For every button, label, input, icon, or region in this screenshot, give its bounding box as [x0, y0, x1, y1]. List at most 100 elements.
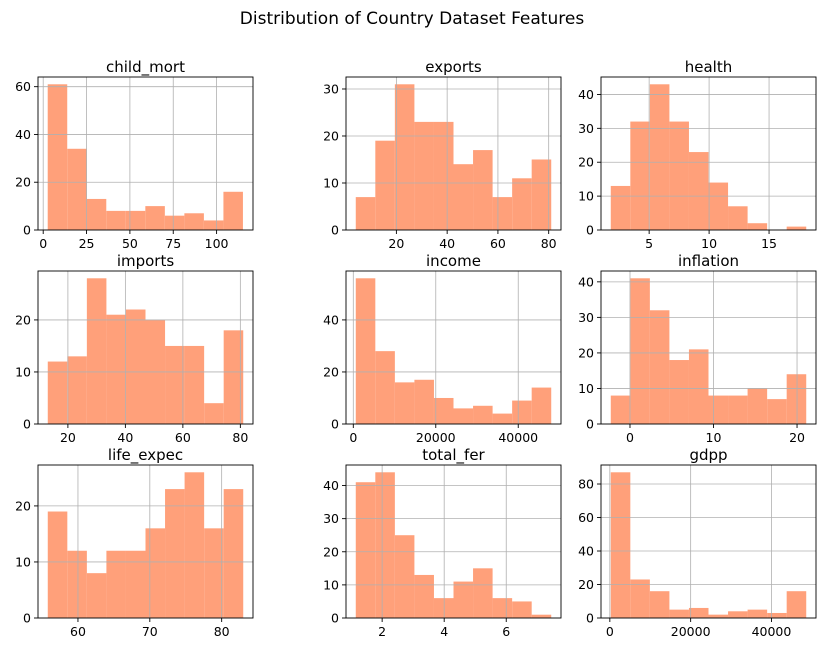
bar-income-9 [531, 387, 552, 424]
y-tick-label: 40 [578, 544, 594, 559]
bar-gdpp-1 [630, 579, 650, 618]
x-tick-label: 0 [606, 624, 614, 639]
y-tick-label: 40 [578, 274, 594, 289]
bar-exports-1 [375, 140, 395, 230]
bar-inflation-7 [747, 388, 768, 424]
bar-health-0 [610, 185, 631, 230]
bar-child-mort-2 [86, 198, 107, 230]
axes-frame-total-fer [345, 464, 562, 619]
bar-income-4 [433, 397, 454, 424]
panel-imports: 20 40 60 80 0 10 20 imports [15, 252, 254, 445]
x-tick-label: 40000 [498, 430, 538, 445]
bar-child-mort-5 [145, 206, 165, 230]
bar-exports-4 [433, 121, 454, 230]
axes-frame-exports [345, 76, 562, 231]
y-tick-label: 10 [323, 175, 339, 190]
y-tick-label: 0 [23, 611, 31, 626]
bar-inflation-6 [728, 395, 748, 424]
panel-title-life-expec: life_expec [108, 446, 183, 465]
bar-inflation-5 [708, 395, 729, 424]
bar-imports-6 [165, 345, 185, 424]
y-tick-label: 0 [586, 417, 594, 432]
x-tick-label: 75 [165, 236, 181, 251]
x-tick-label: 0 [39, 236, 47, 251]
bar-child-mort-7 [184, 213, 204, 230]
bar-health-5 [708, 182, 729, 230]
y-tick-label: 20 [578, 155, 594, 170]
bar-total-fer-9 [531, 614, 552, 618]
panel-inflation: 0 10 20 0 10 20 30 40 inflation [578, 252, 817, 445]
bar-exports-9 [531, 159, 552, 230]
axes-frame-life-expec [37, 464, 254, 619]
panel-title-income: income [426, 252, 481, 270]
bar-total-fer-0 [355, 482, 376, 618]
y-tick-label: 20 [323, 364, 339, 379]
y-tick-label: 0 [23, 417, 31, 432]
y-tick-label: 10 [15, 364, 31, 379]
bar-gdpp-9 [786, 591, 807, 618]
x-tick-label: 60 [490, 236, 506, 251]
bar-gdpp-8 [767, 612, 787, 618]
bar-total-fer-7 [492, 598, 513, 618]
bar-child-mort-1 [67, 148, 87, 230]
panel-title-exports: exports [425, 58, 482, 76]
bar-imports-4 [125, 309, 146, 424]
bar-income-0 [355, 278, 376, 424]
axes-frame-gdpp [600, 464, 817, 619]
panel-life-expec: 60 70 80 0 10 20 life_expec [15, 446, 254, 639]
x-tick-label: 4 [440, 624, 448, 639]
bar-health-1 [630, 121, 650, 230]
panel-health: 5 10 15 0 10 20 30 40 health [578, 58, 817, 251]
bar-health-4 [688, 152, 709, 230]
y-tick-label: 10 [15, 554, 31, 569]
bar-imports-1 [67, 356, 87, 424]
x-tick-label: 0 [626, 430, 634, 445]
y-tick-label: 30 [323, 511, 339, 526]
bar-health-6 [728, 206, 748, 230]
bar-gdpp-6 [728, 611, 748, 618]
bar-imports-2 [86, 278, 107, 424]
y-tick-label: 40 [323, 312, 339, 327]
x-tick-label: 70 [142, 624, 158, 639]
y-tick-label: 30 [578, 121, 594, 136]
axes-frame-inflation [600, 270, 817, 425]
bar-child-mort-3 [106, 210, 126, 230]
bar-life-expec-5 [145, 528, 166, 618]
y-tick-label: 80 [578, 477, 594, 492]
bar-health-7 [747, 223, 768, 230]
x-tick-label: 10 [701, 236, 717, 251]
y-tick-label: 0 [331, 223, 339, 238]
bar-exports-3 [414, 121, 434, 230]
panel-title-total-fer: total_fer [422, 446, 485, 465]
bar-total-fer-1 [375, 472, 395, 618]
bar-life-expec-9 [223, 489, 244, 618]
x-tick-label: 50 [122, 236, 138, 251]
bar-gdpp-4 [688, 607, 709, 618]
panel-title-child-mort: child_mort [106, 58, 185, 77]
bar-gdpp-5 [708, 614, 729, 618]
bar-income-6 [473, 405, 493, 424]
bar-gdpp-0 [610, 472, 631, 618]
x-tick-label: 10 [706, 430, 722, 445]
axes-frame-child-mort [37, 76, 254, 231]
y-tick-label: 20 [578, 345, 594, 360]
bar-inflation-4 [688, 349, 709, 424]
bar-income-2 [394, 382, 415, 424]
bar-inflation-3 [669, 360, 689, 424]
axes-frame-income [345, 270, 562, 425]
bar-income-5 [453, 408, 474, 424]
bar-inflation-2 [649, 310, 670, 424]
y-tick-label: 0 [23, 223, 31, 238]
x-tick-label: 40000 [752, 624, 792, 639]
y-tick-label: 20 [15, 312, 31, 327]
bar-gdpp-2 [649, 591, 670, 618]
x-tick-label: 20000 [671, 624, 711, 639]
bar-exports-0 [355, 197, 376, 230]
y-tick-label: 40 [15, 127, 31, 142]
bar-income-7 [492, 413, 513, 424]
bar-gdpp-7 [747, 609, 768, 618]
bar-total-fer-2 [394, 535, 415, 618]
panel-title-imports: imports [117, 252, 175, 270]
y-tick-label: 20 [578, 577, 594, 592]
